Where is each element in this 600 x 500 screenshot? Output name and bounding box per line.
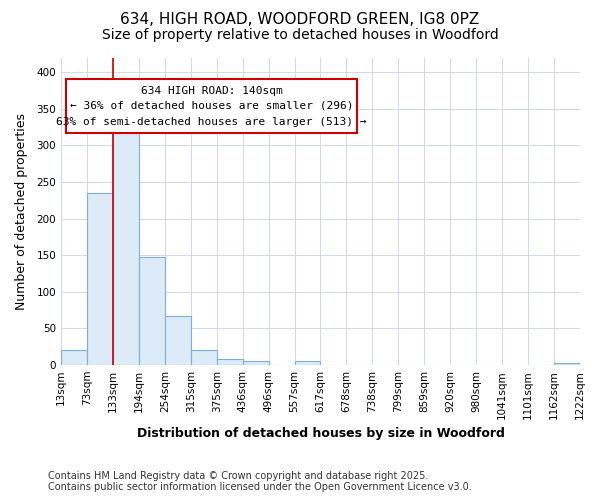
Text: 634, HIGH ROAD, WOODFORD GREEN, IG8 0PZ: 634, HIGH ROAD, WOODFORD GREEN, IG8 0PZ: [121, 12, 479, 28]
X-axis label: Distribution of detached houses by size in Woodford: Distribution of detached houses by size …: [137, 427, 505, 440]
Y-axis label: Number of detached properties: Number of detached properties: [15, 113, 28, 310]
Text: ← 36% of detached houses are smaller (296): ← 36% of detached houses are smaller (29…: [70, 101, 353, 111]
Text: 63% of semi-detached houses are larger (513) →: 63% of semi-detached houses are larger (…: [56, 117, 367, 127]
Bar: [242, 362, 269, 365]
Bar: [165, 316, 191, 365]
Bar: [61, 350, 87, 365]
Bar: [113, 128, 139, 365]
Bar: [217, 359, 242, 365]
Bar: [295, 362, 320, 365]
FancyBboxPatch shape: [66, 79, 357, 133]
Bar: [191, 350, 217, 365]
Text: 634 HIGH ROAD: 140sqm: 634 HIGH ROAD: 140sqm: [140, 86, 283, 96]
Bar: [554, 363, 580, 365]
Bar: [139, 258, 165, 365]
Text: Contains HM Land Registry data © Crown copyright and database right 2025.
Contai: Contains HM Land Registry data © Crown c…: [48, 471, 472, 492]
Bar: [87, 193, 113, 365]
Text: Size of property relative to detached houses in Woodford: Size of property relative to detached ho…: [101, 28, 499, 42]
